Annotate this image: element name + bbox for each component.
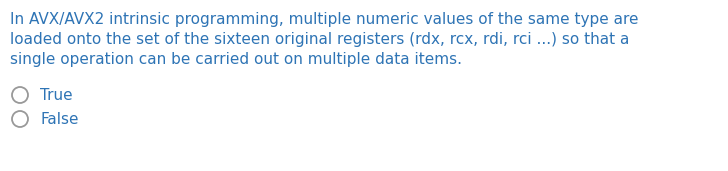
- Text: In AVX/AVX2 intrinsic programming, multiple numeric values of the same type are: In AVX/AVX2 intrinsic programming, multi…: [10, 12, 638, 27]
- Text: single operation can be carried out on multiple data items.: single operation can be carried out on m…: [10, 52, 462, 67]
- Text: True: True: [40, 88, 73, 102]
- Text: loaded onto the set of the sixteen original registers (rdx, rcx, rdi, rci ...) s: loaded onto the set of the sixteen origi…: [10, 32, 630, 47]
- Text: False: False: [40, 111, 79, 127]
